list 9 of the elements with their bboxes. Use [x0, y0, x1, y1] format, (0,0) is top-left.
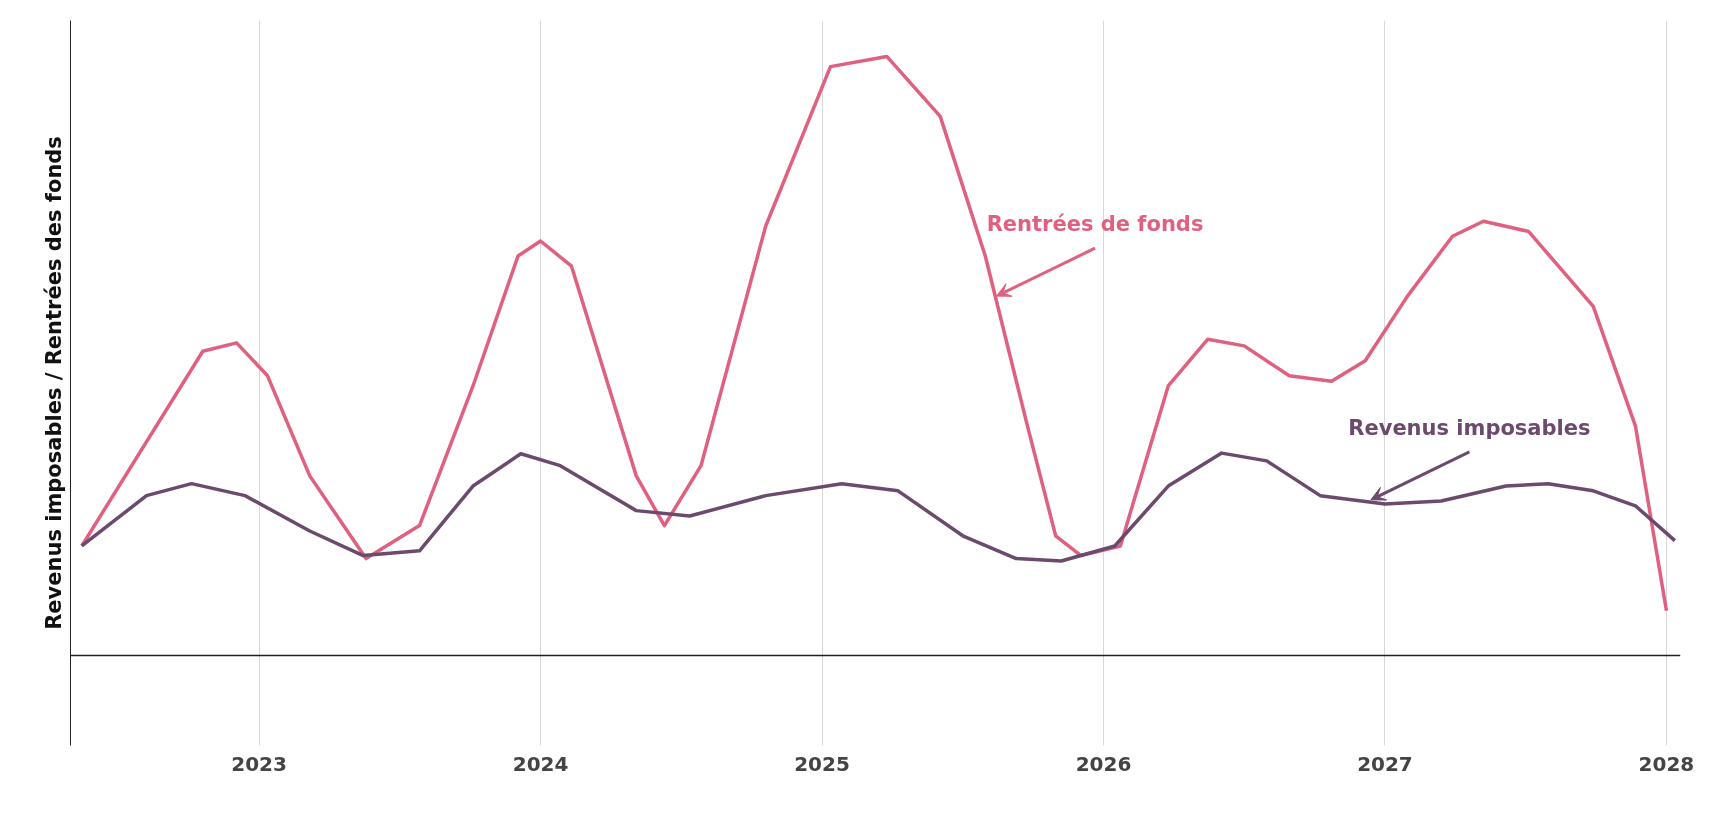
- x-tick-label: 2024: [512, 751, 569, 776]
- annotation: Rentrées de fonds: [986, 212, 1204, 237]
- x-tick-label: 2023: [231, 751, 287, 776]
- y-axis-title: Revenus imposables / Rentrées des fonds: [41, 136, 66, 630]
- annotation: Revenus imposables: [1348, 415, 1591, 440]
- x-tick-label: 2028: [1638, 751, 1695, 776]
- x-tick-label: 2027: [1357, 751, 1413, 776]
- x-tick-label: 2026: [1075, 751, 1132, 776]
- x-tick-label: 2025: [794, 751, 850, 776]
